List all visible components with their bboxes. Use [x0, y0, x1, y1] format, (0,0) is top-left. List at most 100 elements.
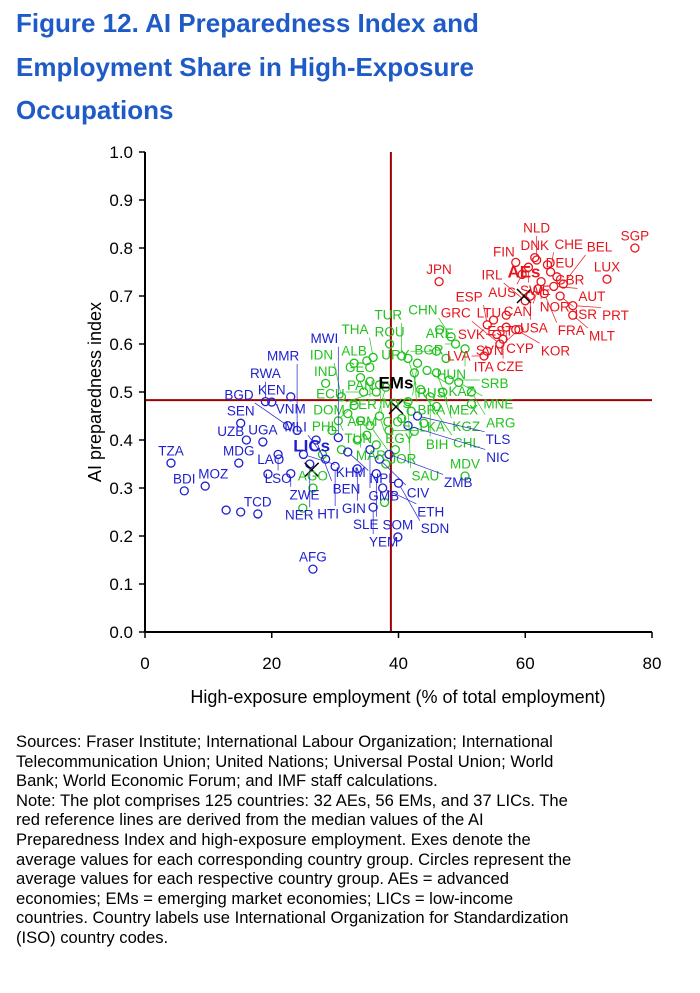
data-point-ems [416, 384, 426, 395]
group-average-label: LICs [293, 436, 330, 455]
label-leader-line [443, 396, 452, 419]
data-point-lics [374, 454, 385, 464]
y-tick-label: 0.7 [109, 287, 133, 306]
point-label: URY [381, 347, 409, 362]
point-label: ROU [375, 325, 405, 340]
point-label: DNK [520, 238, 549, 253]
y-tick-label: 0.2 [109, 527, 133, 546]
point-label: ZWE [290, 487, 320, 502]
note-line: Bank; World Economic Forum; and IMF staf… [16, 771, 438, 791]
group-average-marker [388, 399, 404, 415]
points-layer [145, 152, 652, 632]
data-point-ems [460, 344, 470, 354]
title-line: Employment Share in High-Exposure [16, 51, 474, 82]
point-label: LTU [477, 306, 502, 321]
point-label: NOR [540, 300, 570, 315]
point-label: KHM [336, 465, 366, 480]
label-leader-line [317, 444, 332, 481]
group-average-marker [304, 462, 320, 478]
label-leader-line [545, 297, 558, 323]
data-point-aes [482, 346, 492, 356]
point-label: SGP [621, 229, 650, 244]
data-point-lics [311, 435, 321, 445]
data-point-lics [365, 444, 375, 455]
data-point-ems [403, 353, 413, 364]
scatter-chart: AEs EMs LICs SGP LUX JPN DNK FIN NLD DEU SWE CHE AUS… [85, 143, 661, 707]
point-label: ALB [341, 344, 367, 359]
data-point-ems [371, 387, 381, 397]
data-point-ems [422, 365, 432, 376]
data-point-lics [333, 432, 343, 443]
note-line: red reference lines are derived from the… [16, 810, 484, 830]
y-tick-label: 0.9 [109, 191, 133, 210]
point-label: ISR [575, 307, 598, 322]
data-point-ems [343, 408, 353, 419]
point-label: DOM [313, 403, 345, 418]
point-label: GMB [368, 488, 399, 503]
data-point-aes [501, 310, 511, 320]
data-point-aes [558, 279, 568, 289]
point-label: NPL [370, 471, 397, 486]
point-label: MEX [449, 402, 478, 417]
point-label: ARG [486, 415, 515, 430]
point-label: ZMB [444, 475, 473, 490]
point-label: SOM [382, 517, 413, 532]
axes-layer: 0.0 0.1 0.2 0.3 0.4 0.5 0.6 0.7 0.8 0.9 1.0 0 20 40 60… [109, 143, 661, 673]
point-label: UZB [217, 424, 244, 439]
point-label: PRT [602, 308, 629, 323]
label-leader-line [254, 402, 285, 424]
data-point-lics [292, 425, 302, 436]
note-line: Sources: Fraser Institute; International… [16, 732, 553, 751]
point-label: SAU [412, 468, 440, 483]
data-point-lics [371, 468, 381, 479]
label-leader-line [382, 462, 407, 486]
data-point-aes [525, 291, 535, 301]
point-label: ESP [456, 290, 483, 305]
label-leader-line [422, 393, 453, 436]
note-line: Note: The plot comprises 125 countries: … [16, 790, 568, 810]
label-leader-line [532, 292, 537, 304]
point-label: BDI [173, 471, 196, 486]
point-label: CHN [408, 302, 437, 317]
note-line: Telecommunication Union; United Nations;… [16, 751, 554, 771]
point-label: THA [342, 322, 369, 337]
label-leader-line [438, 317, 449, 334]
label-leader-line [340, 424, 344, 431]
point-label: IND [314, 364, 338, 379]
point-label: ECU [316, 386, 345, 401]
y-tick-label: 0.6 [109, 335, 133, 354]
y-tick-label: 1.0 [109, 143, 133, 162]
data-point-lics [286, 392, 296, 402]
note-line: average values for each respective count… [16, 869, 510, 889]
data-point-ems [355, 416, 366, 426]
point-label: ARM [347, 414, 377, 429]
point-label: TCD [244, 494, 272, 509]
data-point-ems [446, 332, 456, 342]
data-point-ems [403, 396, 413, 407]
data-point-ems [397, 413, 407, 424]
group-average-marker [516, 288, 532, 304]
data-point-ems [435, 324, 445, 335]
data-point-aes [492, 329, 502, 340]
data-point-ems [365, 376, 375, 387]
data-point-ems [444, 375, 454, 385]
point-label: TZA [158, 444, 184, 459]
point-label: GRC [441, 306, 471, 321]
point-label: LSO [265, 471, 292, 486]
data-point-ems [466, 399, 477, 409]
data-point-ems [355, 372, 366, 383]
data-point-ems [336, 392, 347, 402]
figure-title: Figure 12. AI Preparedness Index and Emp… [16, 2, 479, 133]
data-point-ems [438, 387, 448, 397]
data-point-ems [454, 377, 464, 388]
point-label: GEO [345, 360, 375, 375]
label-leader-line [550, 252, 554, 268]
point-label: CIV [407, 486, 430, 501]
x-tick-label: 80 [643, 654, 662, 673]
data-point-aes [479, 351, 489, 361]
data-point-lics [298, 449, 309, 460]
point-label: UGA [248, 422, 277, 437]
data-point-aes [511, 324, 521, 335]
data-point-aes [533, 284, 543, 294]
data-point-aes [488, 315, 499, 325]
